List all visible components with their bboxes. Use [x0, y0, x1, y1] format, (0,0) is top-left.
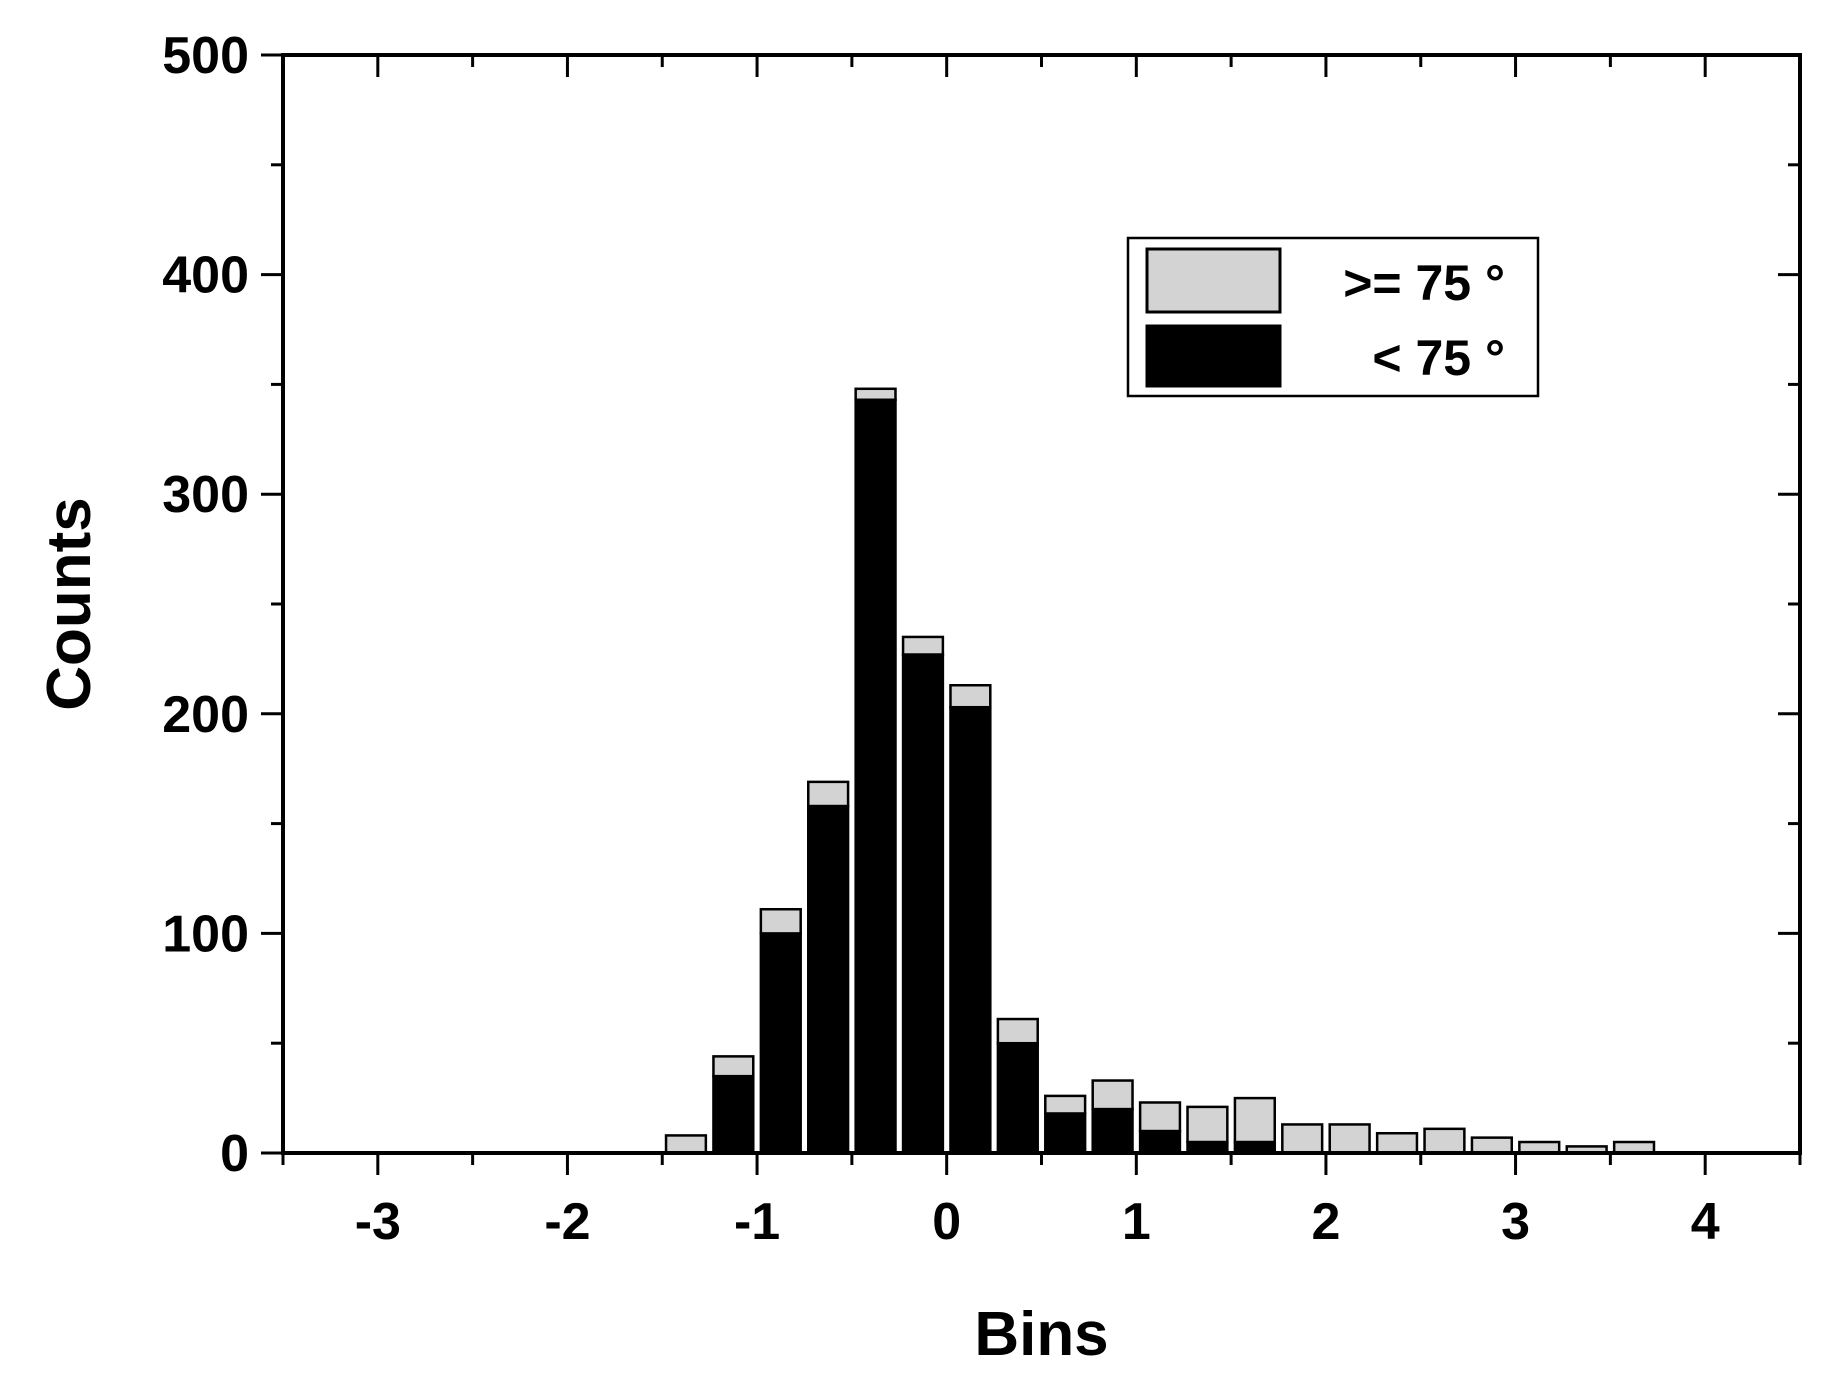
x-tick-label: 0 — [932, 1193, 961, 1251]
bar-ge-75-12 — [1233, 1096, 1276, 1144]
legend-label-ge-75: >= 75 ° — [1343, 255, 1505, 311]
x-axis-title: Bins — [974, 1300, 1108, 1369]
legend-swatch-lt-75 — [1145, 324, 1282, 388]
bar-lt-75-1 — [712, 1074, 755, 1155]
bar-ge-75-17 — [1470, 1136, 1514, 1155]
y-tick-label: 200 — [162, 686, 249, 744]
bar-lt-75-4 — [854, 398, 897, 1155]
bar-lt-75-6 — [949, 705, 992, 1155]
legend-swatch-ge-75 — [1145, 247, 1282, 314]
x-tick-label: 4 — [1691, 1193, 1720, 1251]
bar-lt-75-10 — [1138, 1129, 1182, 1155]
y-tick-label: 300 — [162, 466, 249, 524]
bar-ge-75-2 — [759, 907, 802, 935]
bars-group — [664, 387, 1656, 1155]
bar-ge-75-4 — [854, 387, 897, 402]
y-tick-label: 100 — [162, 905, 249, 963]
bar-ge-75-7 — [996, 1017, 1039, 1045]
bar-ge-75-5 — [901, 635, 945, 656]
bar-lt-75-5 — [901, 653, 945, 1155]
tick-labels-group: -3 -2 -1 0 1 2 3 4 0 100 200 300 400 500 — [162, 27, 1719, 1251]
y-axis-title: Counts — [35, 497, 104, 711]
bar-lt-75-2 — [759, 932, 802, 1155]
bar-ge-75-13 — [1281, 1123, 1324, 1155]
bar-ge-75-15 — [1375, 1131, 1419, 1155]
bar-ge-75-6 — [949, 684, 992, 709]
bar-lt-75-3 — [807, 804, 850, 1155]
legend-label-lt-75: < 75 ° — [1372, 330, 1505, 386]
ticks-group — [261, 53, 1802, 1175]
bar-lt-75-8 — [1044, 1112, 1087, 1155]
y-tick-label: 500 — [162, 27, 249, 85]
bar-ge-75-11 — [1186, 1105, 1229, 1144]
bar-ge-75-14 — [1328, 1123, 1371, 1155]
plot-frame — [281, 53, 1802, 1155]
bar-ge-75-16 — [1423, 1127, 1466, 1155]
bar-ge-75-1 — [712, 1055, 755, 1078]
bar-ge-75-3 — [807, 780, 850, 808]
bar-lt-75-9 — [1091, 1107, 1134, 1155]
bar-ge-75-0 — [664, 1134, 708, 1155]
bar-ge-75-10 — [1138, 1101, 1182, 1133]
x-tick-label: 1 — [1122, 1193, 1151, 1251]
bar-ge-75-9 — [1091, 1079, 1134, 1111]
y-tick-label: 400 — [162, 247, 249, 305]
y-tick-label: 0 — [220, 1125, 249, 1183]
x-tick-label: -1 — [734, 1193, 780, 1251]
x-tick-label: -3 — [355, 1193, 401, 1251]
bar-lt-75-7 — [996, 1041, 1039, 1155]
bar-ge-75-8 — [1044, 1094, 1087, 1115]
x-tick-label: 3 — [1501, 1193, 1530, 1251]
x-tick-label: 2 — [1311, 1193, 1340, 1251]
x-tick-label: -2 — [544, 1193, 590, 1251]
legend: >= 75 ° < 75 ° — [1126, 236, 1540, 398]
